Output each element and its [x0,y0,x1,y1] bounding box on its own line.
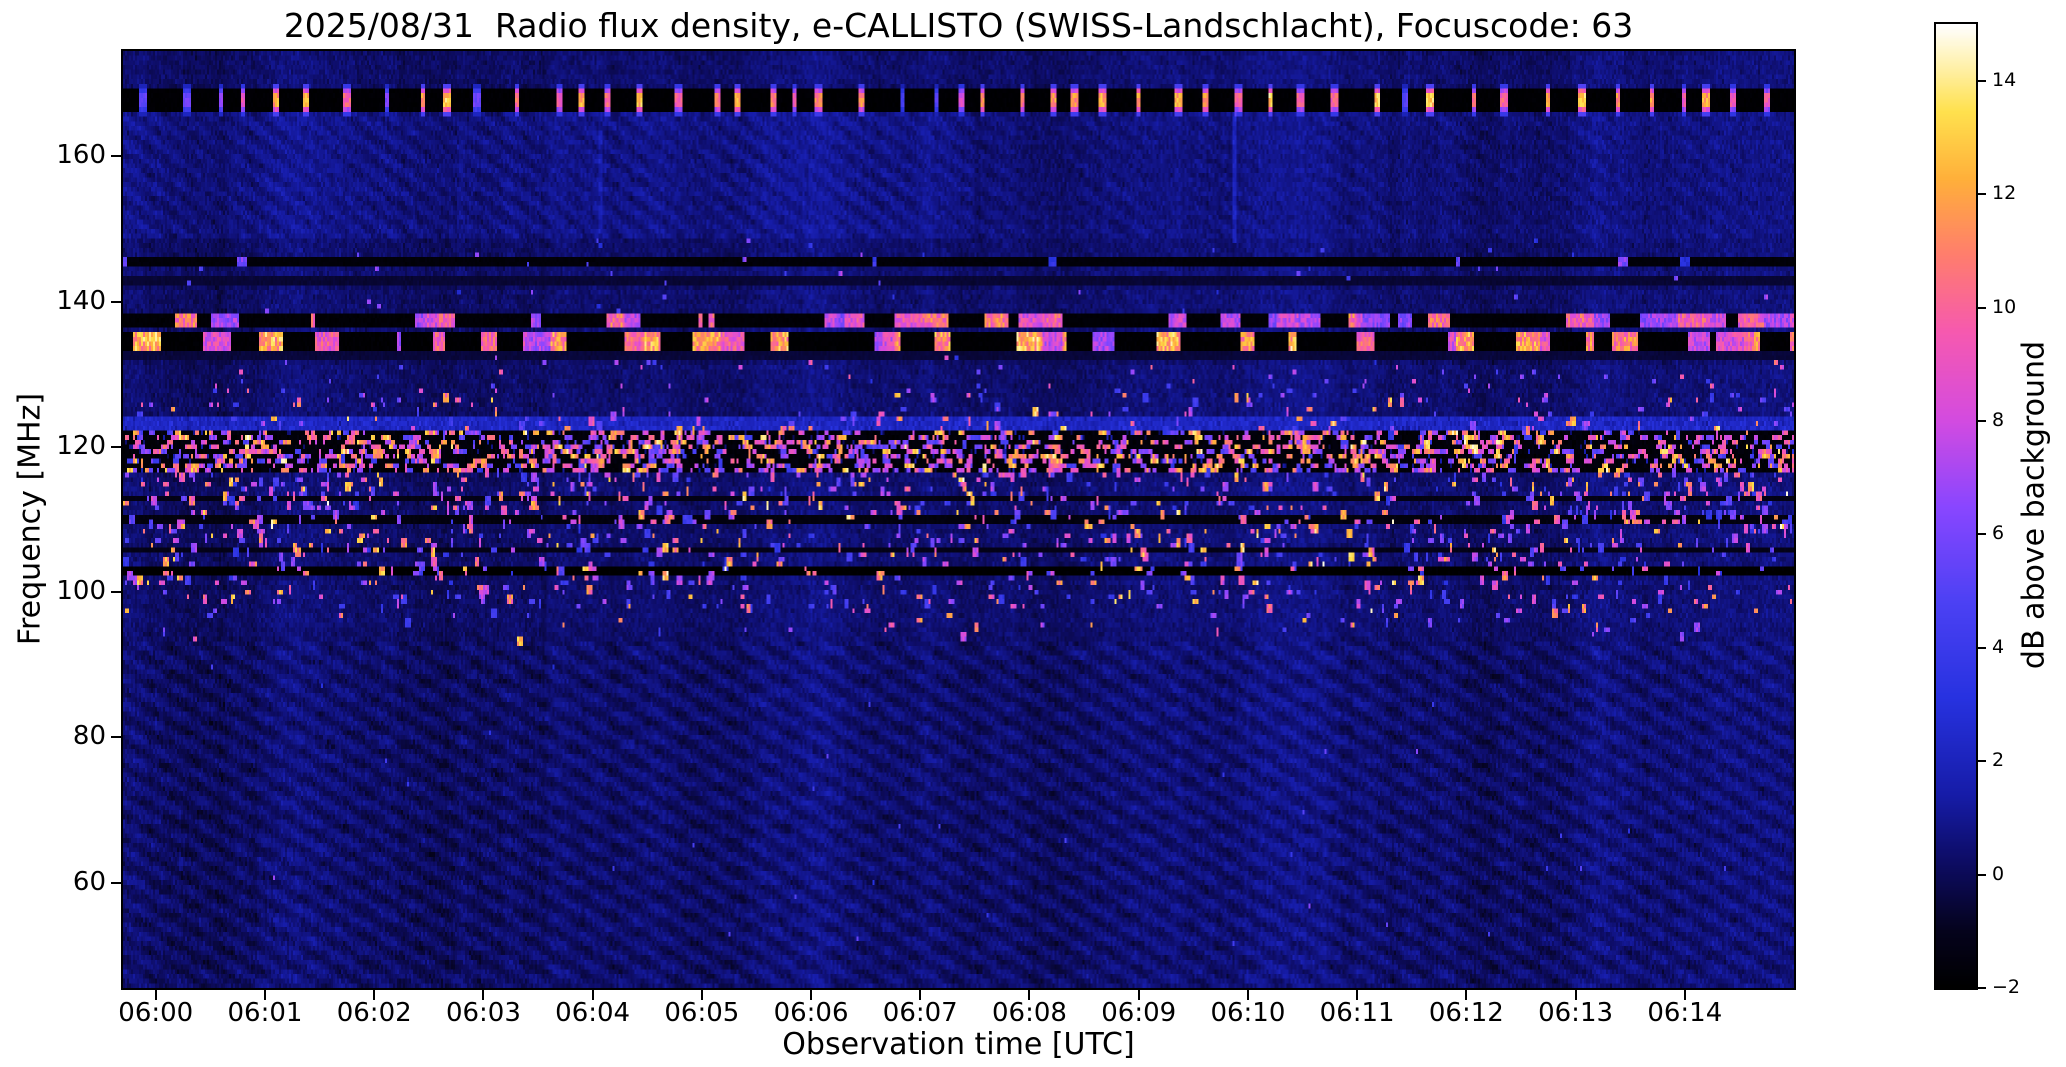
colorbar-gradient [1934,22,1978,990]
y-tick-label: 140 [56,285,106,316]
colorbar-tick-label: 4 [1992,635,2005,658]
x-tick-mark [1574,990,1577,1000]
x-tick-mark [1465,990,1468,1000]
colorbar-tick-mark [1978,79,1986,82]
x-tick-mark [1683,990,1686,1000]
chart-title: 2025/08/31 Radio flux density, e-CALLIST… [283,6,1634,45]
colorbar-tick-mark [1978,646,1986,649]
colorbar-tick-label: 10 [1992,295,2017,318]
x-tick-label: 06:10 [1210,998,1286,1028]
y-tick-mark [111,881,121,884]
y-tick-label: 160 [56,140,106,171]
x-tick-mark [700,990,703,1000]
colorbar-tick-label: 12 [1992,182,2017,205]
x-tick-mark [1356,990,1359,1000]
x-tick-label: 06:01 [227,998,303,1028]
x-axis-label: Observation time [UTC] [782,1027,1135,1062]
x-tick-label: 06:00 [118,998,194,1028]
x-tick-label: 06:12 [1428,998,1504,1028]
x-tick-label: 06:08 [992,998,1067,1028]
x-tick-mark [1137,990,1140,1000]
x-tick-mark [154,990,157,1000]
x-tick-label: 06:07 [882,998,958,1028]
x-tick-mark [810,990,813,1000]
y-tick-label: 80 [72,721,106,752]
x-tick-label: 06:13 [1538,998,1614,1028]
colorbar-tick-mark [1978,873,1986,876]
colorbar-tick-mark [1978,419,1986,422]
x-tick-label: 06:02 [336,998,412,1028]
x-tick-mark [373,990,376,1000]
x-tick-mark [263,990,266,1000]
colorbar-tick-mark [1978,306,1986,309]
x-tick-label: 06:05 [664,998,740,1028]
colorbar-tick-label: 0 [1992,862,2005,885]
colorbar-tick-mark [1978,533,1986,536]
colorbar-tick-label: −2 [1992,976,2021,998]
y-tick-mark [111,591,121,594]
x-tick-label: 06:03 [445,998,521,1028]
colorbar-tick-mark [1978,760,1986,763]
x-tick-mark [591,990,594,1000]
y-tick-mark [111,445,121,448]
colorbar-tick-label: 6 [1992,522,2005,545]
spectrogram-heatmap [121,49,1796,990]
y-tick-label: 60 [72,866,106,897]
x-tick-mark [1246,990,1249,1000]
x-tick-label: 06:06 [773,998,849,1028]
x-tick-label: 06:11 [1319,998,1395,1028]
y-tick-mark [111,736,121,739]
x-tick-label: 06:14 [1647,998,1723,1028]
x-tick-mark [919,990,922,1000]
colorbar-tick-label: 8 [1992,408,2005,431]
y-tick-label: 120 [56,430,106,461]
x-tick-label: 06:09 [1101,998,1177,1028]
colorbar-label: dB above background [2016,340,2052,670]
colorbar-tick-label: 14 [1992,68,2017,91]
colorbar-tick-mark [1978,987,1986,989]
x-tick-mark [1028,990,1031,1000]
x-tick-mark [482,990,485,1000]
x-tick-label: 06:04 [555,998,631,1028]
y-tick-label: 100 [56,576,106,607]
y-tick-mark [111,155,121,158]
colorbar-tick-mark [1978,193,1986,196]
colorbar-tick-label: 2 [1992,749,2005,772]
y-tick-mark [111,300,121,303]
